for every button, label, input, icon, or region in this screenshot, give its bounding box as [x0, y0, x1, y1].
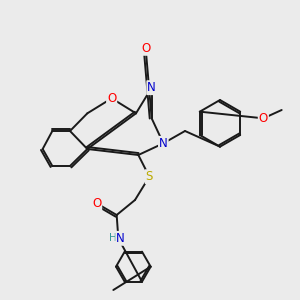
Text: S: S	[146, 170, 153, 183]
Text: H: H	[109, 233, 117, 243]
Text: N: N	[147, 81, 156, 94]
Text: O: O	[92, 197, 101, 210]
Text: N: N	[159, 137, 168, 150]
Text: O: O	[107, 92, 116, 105]
Text: O: O	[259, 112, 268, 125]
Text: O: O	[141, 42, 150, 55]
Text: N: N	[116, 232, 125, 245]
